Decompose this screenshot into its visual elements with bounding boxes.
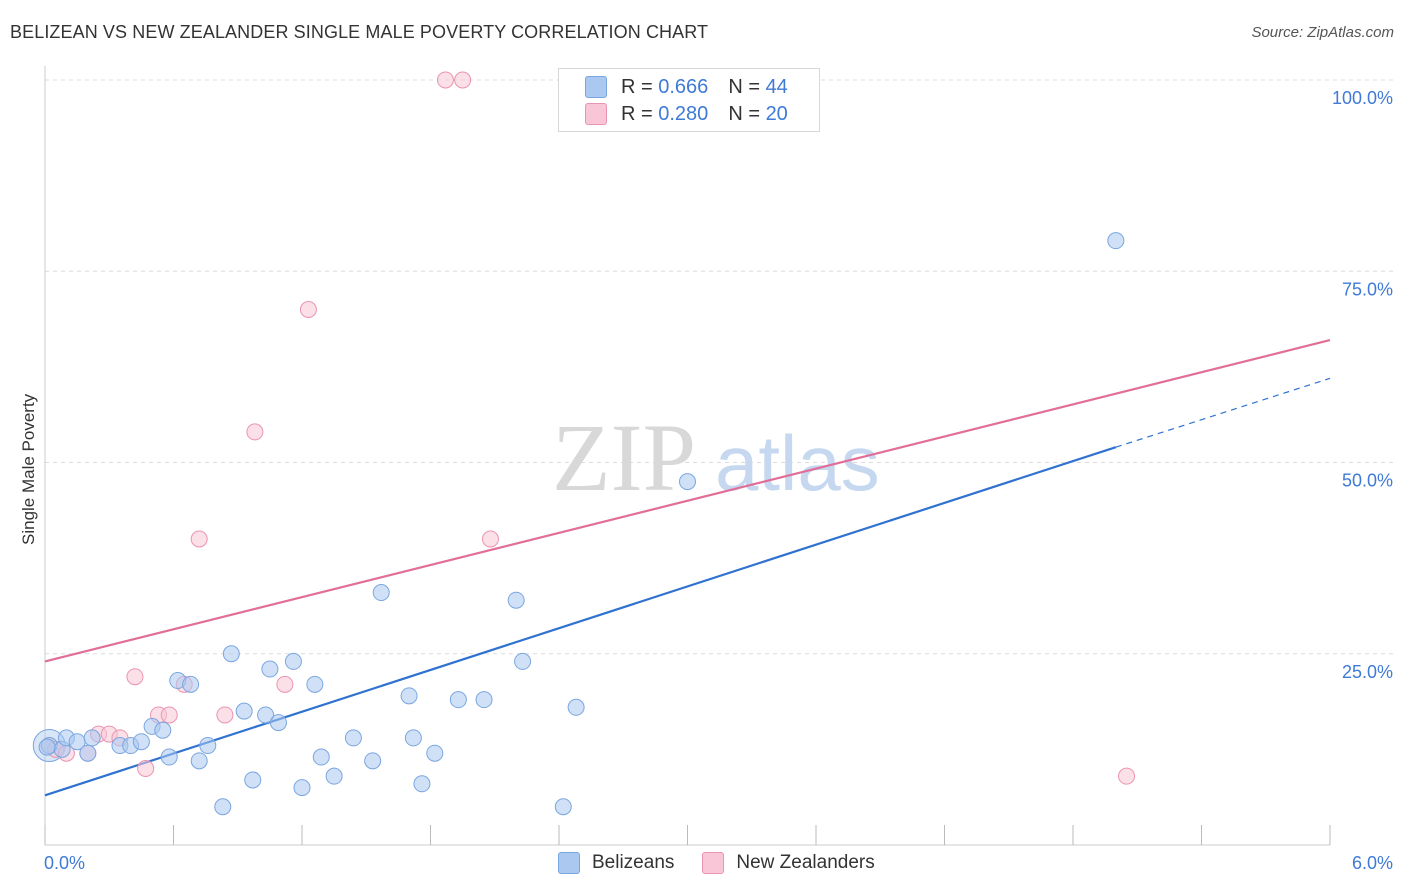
correlation-legend: R = 0.666 N = 44 R = 0.280 N = 20: [558, 68, 820, 132]
point-belizeans: [679, 473, 696, 491]
point-new-zealanders: [454, 71, 472, 89]
point-belizeans: [199, 737, 217, 755]
legend-swatch-blue: [585, 76, 607, 98]
point-belizeans: [132, 733, 150, 751]
point-new-zealanders: [436, 71, 454, 89]
point-belizeans: [235, 702, 253, 720]
legend-item-belizeans: Belizeans: [558, 852, 674, 874]
point-belizeans: [222, 645, 240, 663]
point-belizeans: [554, 798, 572, 816]
legend-swatch-blue: [558, 852, 580, 874]
axes: [44, 66, 1331, 846]
tick-labels: 25.0% 50.0% 75.0% 100.0% 0.0% 6.0%: [44, 88, 1393, 873]
source-label: Source: ZipAtlas.com: [1251, 24, 1394, 41]
point-belizeans: [154, 721, 172, 739]
legend-n-value: 44: [765, 75, 788, 98]
gridlines: [45, 79, 1395, 655]
legend-row-new-zealanders: R = 0.280 N = 20: [585, 102, 788, 126]
point-belizeans: [244, 771, 262, 789]
point-belizeans: [567, 698, 585, 716]
legend-r-value: 0.666: [658, 75, 709, 98]
data-points: [32, 71, 1136, 816]
point-new-zealanders: [299, 301, 317, 318]
y-tick-label: 25.0%: [1342, 662, 1393, 682]
point-belizeans: [269, 714, 287, 732]
legend-item-new-zealanders: New Zealanders: [702, 852, 875, 874]
point-new-zealanders: [160, 706, 178, 724]
legend-r-label: R =: [621, 102, 653, 125]
point-belizeans: [312, 748, 330, 766]
point-new-zealanders: [1118, 767, 1136, 785]
trend-lines: [44, 339, 1331, 797]
watermark-zip: ZIP: [552, 404, 696, 511]
point-belizeans: [514, 652, 532, 670]
point-new-zealanders: [190, 530, 208, 548]
watermark: ZIP atlas: [552, 404, 880, 511]
legend-n-value: 20: [765, 102, 788, 125]
point-belizeans: [182, 675, 200, 693]
point-belizeans: [160, 748, 178, 766]
point-new-zealanders: [246, 423, 264, 441]
x-tick-label: 6.0%: [1352, 853, 1393, 873]
point-belizeans: [400, 687, 418, 705]
trend-line-belizeans: [44, 446, 1117, 797]
point-belizeans: [83, 729, 101, 747]
point-belizeans: [257, 706, 275, 724]
chart-title: BELIZEAN VS NEW ZEALANDER SINGLE MALE PO…: [10, 22, 709, 42]
legend-label-new-zealanders: New Zealanders: [736, 852, 875, 873]
y-tick-label: 50.0%: [1342, 471, 1393, 491]
point-belizeans: [413, 775, 431, 793]
trend-line-belizeans-extension: [1115, 377, 1331, 448]
legend-row-belizeans: R = 0.666 N = 44: [585, 75, 788, 99]
point-belizeans: [475, 691, 493, 709]
point-belizeans: [190, 752, 208, 770]
point-belizeans: [507, 591, 525, 609]
point-belizeans: [364, 752, 382, 770]
y-axis-label: Single Male Poverty: [19, 393, 38, 545]
point-belizeans: [214, 798, 232, 816]
point-belizeans: [426, 744, 444, 762]
legend-r-value: 0.280: [658, 102, 709, 125]
point-belizeans: [1107, 232, 1125, 250]
series-legend: Belizeans New Zealanders: [558, 852, 903, 874]
legend-n-label: N =: [728, 102, 760, 125]
point-belizeans: [372, 584, 390, 602]
point-belizeans: [79, 744, 97, 762]
legend-r-label: R =: [621, 75, 653, 98]
point-new-zealanders: [276, 675, 294, 693]
legend-swatch-pink: [585, 103, 607, 125]
point-new-zealanders: [137, 760, 155, 777]
point-new-zealanders: [481, 530, 499, 548]
legend-label-belizeans: Belizeans: [592, 852, 675, 873]
trend-line-new-zealanders: [44, 339, 1331, 663]
point-belizeans: [449, 691, 467, 709]
y-tick-label: 100.0%: [1332, 88, 1393, 108]
y-tick-label: 75.0%: [1342, 279, 1393, 299]
point-belizeans: [261, 660, 279, 678]
watermark-atlas: atlas: [715, 419, 880, 507]
point-belizeans: [284, 652, 302, 670]
point-new-zealanders: [216, 706, 234, 724]
point-belizeans: [325, 767, 343, 785]
point-belizeans: [344, 729, 362, 747]
point-belizeans: [293, 779, 311, 797]
point-new-zealanders: [126, 668, 144, 686]
point-belizeans: [38, 738, 56, 756]
point-belizeans: [306, 675, 324, 693]
point-belizeans: [404, 729, 422, 747]
x-tick-label: 0.0%: [44, 853, 85, 873]
legend-n-label: N =: [728, 75, 760, 98]
legend-swatch-pink: [702, 852, 725, 874]
